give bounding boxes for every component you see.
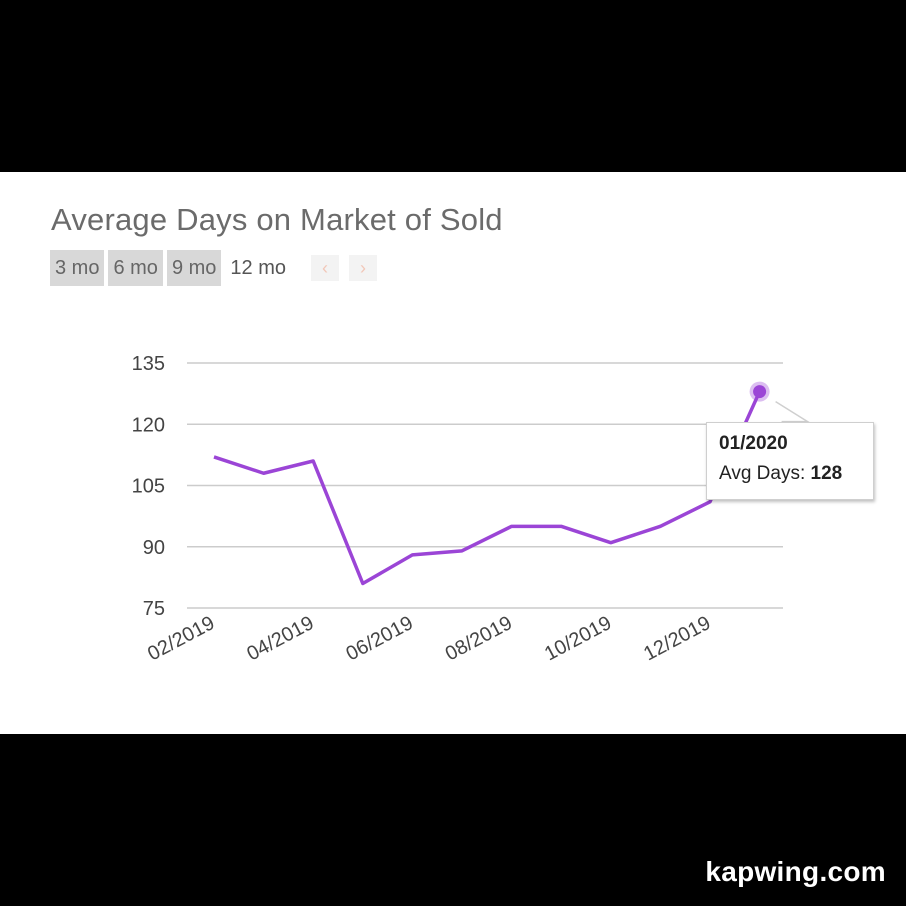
x-tick-label: 12/2019 — [640, 612, 714, 665]
chart-panel: Average Days on Market of Sold 3 mo 6 mo… — [0, 172, 906, 734]
y-tick-label: 90 — [143, 537, 165, 559]
prev-arrow-icon[interactable]: ‹ — [311, 255, 339, 281]
y-tick-label: 75 — [143, 598, 165, 620]
x-tick-label: 08/2019 — [442, 612, 516, 665]
chart-title: Average Days on Market of Sold — [51, 202, 503, 237]
range-3mo-button[interactable]: 3 mo — [50, 250, 105, 286]
watermark: kapwing.com — [705, 856, 886, 887]
range-9mo-button[interactable]: 9 mo — [166, 250, 222, 286]
highlight-point — [753, 385, 767, 399]
next-arrow-icon[interactable]: › — [349, 255, 377, 281]
tooltip-label: Avg Days: — [719, 463, 806, 484]
tooltip-date: 01/2020 — [719, 433, 788, 454]
x-tick-label: 04/2019 — [243, 612, 317, 665]
y-tick-label: 135 — [132, 353, 165, 375]
series-line — [213, 390, 762, 586]
x-tick-label: 06/2019 — [343, 612, 417, 665]
range-12mo-button[interactable]: 12 mo — [230, 256, 286, 279]
range-6mo-button[interactable]: 6 mo — [108, 250, 163, 286]
tooltip-value: 128 — [810, 463, 843, 484]
x-tick-label: 10/2019 — [541, 612, 615, 665]
data-tooltip: 01/2020 Avg Days: 128 — [706, 422, 874, 500]
tooltip-pointer — [775, 400, 811, 423]
y-tick-label: 105 — [132, 476, 165, 498]
range-selector: 3 mo 6 mo 9 mo 12 mo ‹ › — [50, 250, 377, 286]
y-tick-label: 120 — [132, 414, 165, 436]
